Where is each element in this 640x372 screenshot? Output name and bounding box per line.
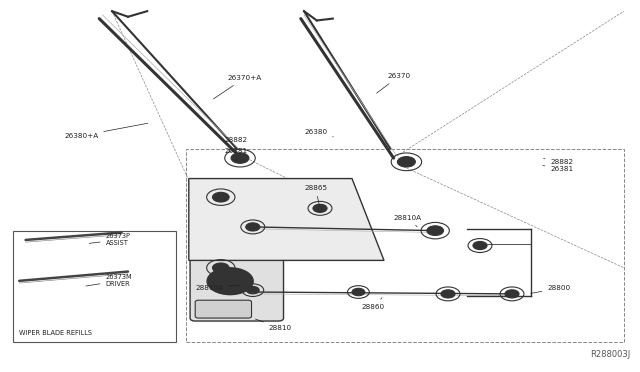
Circle shape xyxy=(313,204,327,212)
Bar xyxy=(186,149,624,342)
Circle shape xyxy=(441,290,455,298)
Text: 26370: 26370 xyxy=(376,73,410,93)
Text: 26381: 26381 xyxy=(224,148,247,161)
Circle shape xyxy=(246,286,259,294)
Text: 26370+A: 26370+A xyxy=(214,75,262,99)
Circle shape xyxy=(473,241,487,250)
Text: 28882: 28882 xyxy=(543,158,573,165)
Circle shape xyxy=(352,288,365,296)
Circle shape xyxy=(427,226,444,235)
Text: WIPER BLADE REFILLS: WIPER BLADE REFILLS xyxy=(19,330,92,336)
Circle shape xyxy=(231,153,249,163)
Text: 26381: 26381 xyxy=(543,166,573,172)
Text: 26373P
ASSIST: 26373P ASSIST xyxy=(89,234,131,246)
Text: 26380+A: 26380+A xyxy=(64,123,148,139)
Circle shape xyxy=(397,157,415,167)
Circle shape xyxy=(246,223,260,231)
Text: 26373M
DRIVER: 26373M DRIVER xyxy=(86,275,132,287)
FancyBboxPatch shape xyxy=(190,248,284,321)
Bar xyxy=(13,231,176,342)
Text: R288003J: R288003J xyxy=(590,350,630,359)
Circle shape xyxy=(225,278,236,285)
Text: 26380: 26380 xyxy=(304,129,333,137)
Text: 28800: 28800 xyxy=(531,285,570,294)
Text: 28810: 28810 xyxy=(255,319,292,331)
Circle shape xyxy=(212,192,229,202)
Circle shape xyxy=(207,268,253,295)
Text: 28810A: 28810A xyxy=(394,215,422,227)
Text: 28810A: 28810A xyxy=(195,285,241,291)
Circle shape xyxy=(216,273,244,289)
Text: 28882: 28882 xyxy=(224,137,247,151)
Circle shape xyxy=(505,290,519,298)
Polygon shape xyxy=(189,179,384,260)
Text: 28865: 28865 xyxy=(304,185,327,206)
Text: 28860: 28860 xyxy=(362,298,385,310)
Circle shape xyxy=(212,263,229,273)
FancyBboxPatch shape xyxy=(195,300,252,318)
